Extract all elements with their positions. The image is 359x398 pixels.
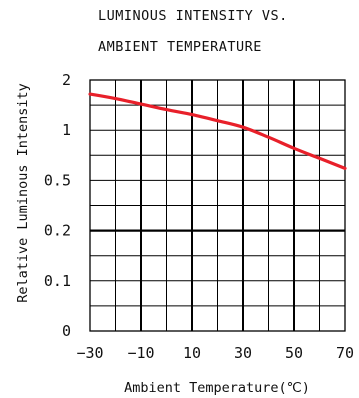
y-tick-label: 0 — [62, 322, 71, 340]
x-tick-label: −10 — [127, 344, 154, 362]
x-tick-label: 70 — [336, 344, 354, 362]
x-tick-label: 10 — [183, 344, 201, 362]
series-line — [88, 92, 347, 170]
x-tick-labels: −30 −10 10 30 50 70 — [76, 344, 354, 362]
chart-title-line-2: AMBIENT TEMPERATURE — [98, 39, 262, 55]
y-tick-label: 0.5 — [44, 171, 71, 189]
y-tick-label: 1 — [62, 121, 71, 139]
x-tick-label: −30 — [76, 344, 103, 362]
y-tick-labels: 0 0.1 0.2 0.5 1 2 — [44, 71, 71, 340]
series-layer — [88, 92, 347, 170]
y-axis-label: Relative Luminous Intensity — [15, 83, 31, 302]
y-tick-label: 2 — [62, 71, 71, 89]
plot-frame — [89, 79, 346, 332]
x-tick-label: 50 — [285, 344, 303, 362]
y-tick-label: 0.1 — [44, 272, 71, 290]
y-tick-label: 0.2 — [44, 222, 71, 240]
x-tick-label: 30 — [234, 344, 252, 362]
grid — [89, 79, 346, 332]
chart-title-line-1: LUMINOUS INTENSITY VS. — [98, 8, 288, 24]
x-axis-label: Ambient Temperature(℃) — [124, 380, 310, 396]
